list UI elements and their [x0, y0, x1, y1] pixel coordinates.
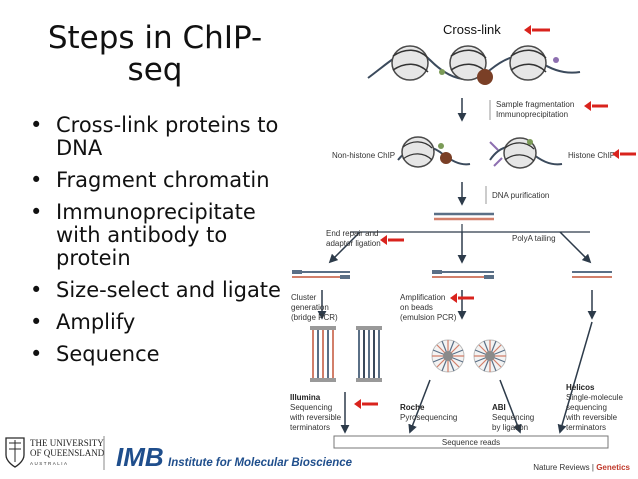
slide-title-text: Steps in ChIP-seq [47, 20, 263, 88]
histone-label: Histone ChIP [568, 151, 615, 160]
helicos-text-2: sequencing [566, 403, 607, 412]
step-fragmentation: Sample fragmentation [496, 100, 574, 109]
nature-reviews-prefix: Nature Reviews | [533, 463, 597, 472]
illumina-cluster-icon [310, 326, 382, 382]
roche-title: Roche [400, 403, 425, 412]
roche-text-1: Pyrosequencing [400, 413, 457, 422]
nature-reviews-journal: Genetics [596, 463, 630, 472]
bullet-crosslink: Cross-link proteins to DNA [28, 114, 298, 160]
end-repair-label-2: adaptor ligation [326, 239, 381, 248]
step-immunoprecipitation: Immunoprecipitation [496, 110, 568, 119]
illumina-text-2: with reversible [289, 413, 342, 422]
red-arrow-histone [612, 149, 636, 159]
ligated-fragment-center-icon [432, 270, 494, 279]
imb-short: IMB [116, 442, 164, 472]
uq-line-3: AUSTRALIA [30, 461, 69, 466]
slide-title: Steps in ChIP-seq [40, 22, 270, 86]
polya-fragment-icon [572, 271, 612, 278]
red-arrow-amplification [450, 293, 474, 303]
illumina-text-3: terminators [290, 423, 330, 432]
chromatin-icon [367, 45, 581, 85]
end-repair-label-1: End repair and [326, 229, 378, 238]
red-arrow-illumina [354, 399, 378, 409]
non-histone-label: Non-histone ChIP [332, 151, 395, 160]
footer-logos: THE UNIVERSITY OF QUEENSLAND AUSTRALIA I… [5, 436, 353, 472]
non-histone-nucleosome-icon [397, 136, 471, 168]
illumina-text-1: Sequencing [290, 403, 332, 412]
bullet-immunoprecipitate: Immunoprecipitate with antibody to prote… [28, 201, 298, 270]
helicos-text-4: terminators [566, 423, 606, 432]
crosslink-label: Cross-link [443, 22, 501, 37]
uq-line-2: OF QUEENSLAND [30, 448, 105, 458]
nature-reviews-credit: Nature Reviews | Genetics [533, 463, 630, 472]
amp-label-2: on beads [400, 303, 433, 312]
uq-line-1: THE UNIVERSITY [30, 438, 104, 448]
red-arrow-fragmentation [584, 101, 608, 111]
amp-label-1: Amplification [400, 293, 445, 302]
bullet-fragment: Fragment chromatin [28, 169, 298, 193]
abi-title: ABI [492, 403, 506, 412]
uq-crest-icon [5, 437, 25, 468]
bullet-list: Cross-link proteins to DNA Fragment chro… [28, 114, 298, 375]
amp-label-3: (emulsion PCR) [400, 313, 457, 322]
sequence-reads-label: Sequence reads [442, 438, 500, 447]
helicos-text-1: Single-molecule [566, 393, 623, 402]
helicos-text-3: with reversible [565, 413, 618, 422]
red-arrow-adaptor-ligation [380, 235, 404, 245]
bullet-size-select: Size-select and ligate [28, 279, 298, 303]
red-arrow-crosslink [524, 25, 550, 35]
helicos-title: Helicos [566, 383, 595, 392]
illumina-title: Illumina [290, 393, 321, 402]
imb-full: Institute for Molecular Bioscience [168, 457, 353, 469]
sequence-reads-box [333, 435, 609, 449]
emulsion-bead-left-icon [431, 339, 465, 373]
emulsion-bead-right-icon [473, 339, 507, 373]
polya-label: PolyA tailing [512, 234, 556, 243]
ligated-fragment-left-icon [292, 270, 350, 279]
cluster-label-1: Cluster [291, 293, 317, 302]
purified-dna-icon [434, 212, 494, 221]
bullet-sequence: Sequence [28, 343, 298, 367]
chip-seq-diagram: Cross-link Sample fragmentation Immunopr… [289, 22, 636, 449]
histone-nucleosome-icon [489, 137, 563, 169]
cluster-label-2: generation [291, 303, 329, 312]
cluster-label-3: (bridge PCR) [291, 313, 338, 322]
abi-text-1: Sequencing [492, 413, 534, 422]
bullet-amplify: Amplify [28, 311, 298, 335]
abi-text-2: by ligation [492, 423, 528, 432]
dna-purification-label: DNA purification [492, 191, 549, 200]
